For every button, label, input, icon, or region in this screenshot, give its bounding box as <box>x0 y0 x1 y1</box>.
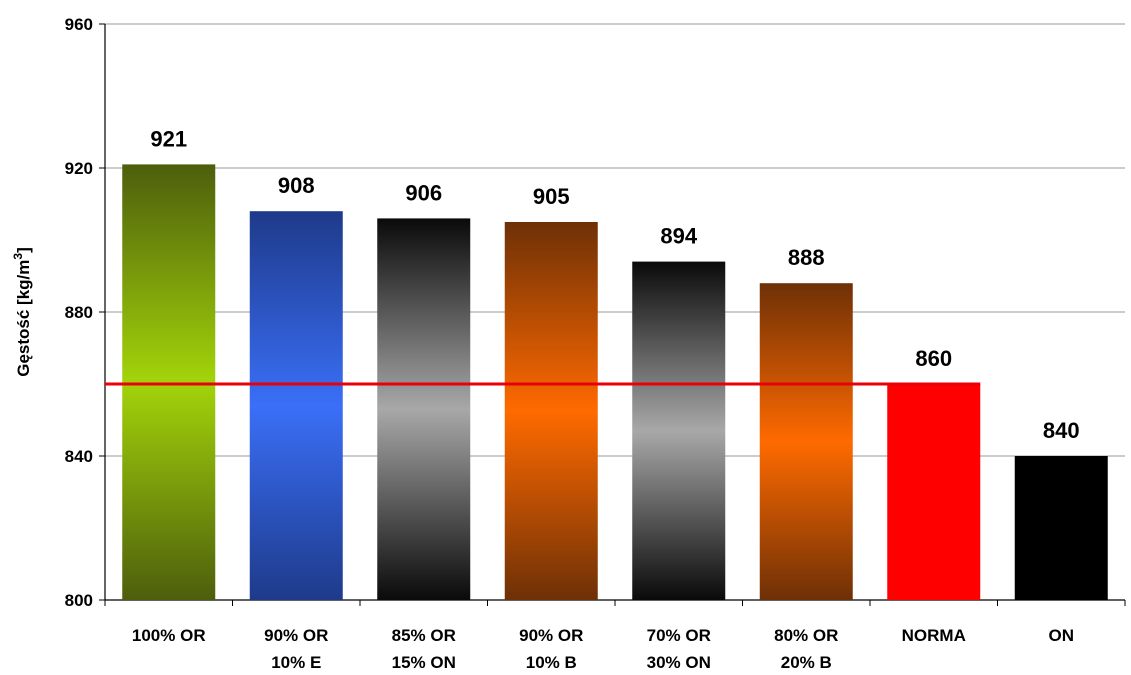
y-axis-title-sup: 3 <box>11 253 25 260</box>
y-axis-title: Gęstość [kg/m3] <box>11 247 33 377</box>
y-axis-title-end: ] <box>14 247 33 253</box>
category-label: 70% OR 30% ON <box>647 626 711 672</box>
bars <box>122 164 1108 600</box>
data-label: 860 <box>915 346 952 371</box>
data-label: 905 <box>533 184 570 209</box>
y-tick-label: 800 <box>65 591 93 610</box>
bar <box>122 164 216 600</box>
bar <box>632 261 726 600</box>
y-tick-label: 960 <box>65 15 93 34</box>
bar <box>759 283 853 600</box>
bar <box>504 222 598 600</box>
y-tick-label: 880 <box>65 303 93 322</box>
data-label: 888 <box>788 245 825 270</box>
data-label: 921 <box>150 126 187 151</box>
category-label: 80% OR 20% B <box>774 626 838 672</box>
category-label: ON <box>1049 626 1075 645</box>
data-label: 906 <box>405 180 442 205</box>
bar <box>887 384 981 600</box>
y-tick-label: 920 <box>65 159 93 178</box>
y-tick-label: 840 <box>65 447 93 466</box>
labels: 800 840 880 920 960 921 100% OR 908 90% OR 10% E 9… <box>65 15 1080 672</box>
category-label: NORMA <box>902 626 966 645</box>
bar <box>249 211 343 600</box>
y-axis-title-main: Gęstość [kg/m <box>14 260 33 377</box>
bar <box>1014 456 1108 600</box>
data-label: 894 <box>660 224 697 249</box>
bar <box>377 218 471 600</box>
category-label: 100% OR <box>132 626 206 645</box>
category-label: 90% OR 10% E <box>264 626 328 672</box>
category-label: 85% OR 15% ON <box>392 626 456 672</box>
data-label: 908 <box>278 173 315 198</box>
data-label: 840 <box>1043 418 1080 443</box>
category-label: 90% OR 10% B <box>519 626 583 672</box>
